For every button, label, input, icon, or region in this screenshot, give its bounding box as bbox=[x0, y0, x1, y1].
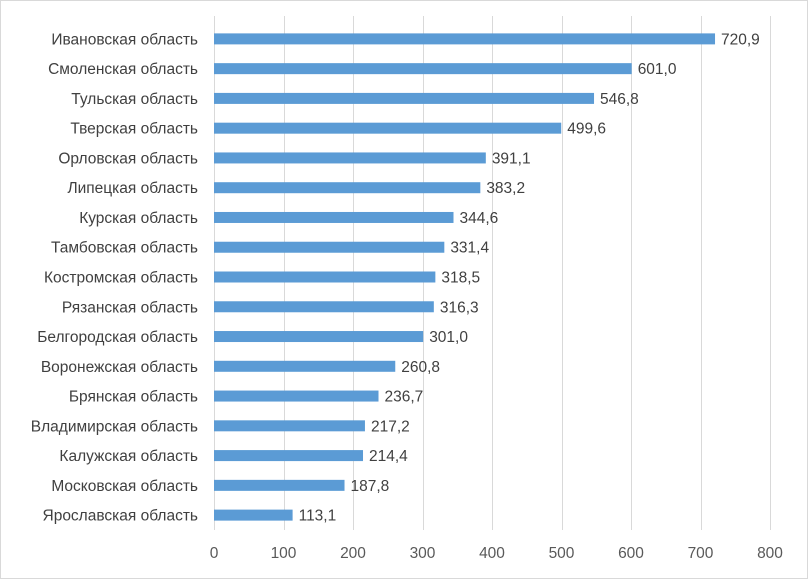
category-label: Рязанская область bbox=[62, 299, 198, 316]
data-label: 391,1 bbox=[492, 150, 531, 167]
bar bbox=[214, 360, 396, 372]
data-label: 236,7 bbox=[385, 389, 424, 406]
data-label: 331,4 bbox=[450, 240, 489, 257]
data-label: 316,3 bbox=[440, 299, 479, 316]
category-label: Московская область bbox=[51, 478, 198, 495]
category-label: Ярославская область bbox=[43, 508, 199, 525]
x-tick-label: 300 bbox=[410, 545, 436, 562]
category-label: Ивановская область bbox=[51, 31, 198, 48]
bar bbox=[214, 182, 481, 194]
data-label: 260,8 bbox=[401, 359, 440, 376]
category-label: Владимирская область bbox=[31, 418, 198, 435]
category-label: Смоленская область bbox=[48, 61, 198, 78]
data-label: 546,8 bbox=[600, 91, 639, 108]
category-label: Брянская область bbox=[69, 389, 198, 406]
bar bbox=[214, 92, 595, 104]
data-label: 217,2 bbox=[371, 418, 410, 435]
bar bbox=[214, 122, 562, 134]
bar bbox=[214, 331, 424, 343]
bar bbox=[214, 271, 436, 283]
bar bbox=[214, 33, 716, 45]
x-tick-label: 600 bbox=[618, 545, 644, 562]
category-label: Курская область bbox=[79, 210, 198, 227]
bar bbox=[214, 63, 632, 75]
category-label: Белгородская область bbox=[37, 329, 198, 346]
x-axis-tick-labels: 0 100 200 300 400 500 600 700 800 bbox=[210, 545, 784, 562]
category-label: Костромская область bbox=[44, 270, 198, 287]
bar bbox=[214, 450, 364, 462]
category-label: Воронежская область bbox=[41, 359, 198, 376]
x-tick-label: 200 bbox=[340, 545, 366, 562]
bar bbox=[214, 479, 345, 491]
data-label: 301,0 bbox=[429, 329, 468, 346]
x-tick-label: 100 bbox=[271, 545, 297, 562]
category-label: Тульская область bbox=[71, 91, 198, 108]
data-label: 318,5 bbox=[441, 270, 480, 287]
bar bbox=[214, 152, 486, 164]
data-label: 187,8 bbox=[351, 478, 390, 495]
x-tick-label: 700 bbox=[688, 545, 714, 562]
category-labels: Ивановская область Смоленская область Туль… bbox=[31, 31, 198, 524]
data-label: 720,9 bbox=[721, 31, 760, 48]
data-label: 499,6 bbox=[567, 121, 606, 138]
value-labels: 720,9 601,0 546,8 499,6 391,1 383,2 344,6 331,4… bbox=[299, 31, 760, 524]
data-label: 383,2 bbox=[486, 180, 525, 197]
category-label: Липецкая область bbox=[67, 180, 198, 197]
data-label: 601,0 bbox=[638, 61, 677, 78]
category-label: Тамбовская область bbox=[51, 240, 198, 257]
x-tick-label: 500 bbox=[549, 545, 575, 562]
data-label: 214,4 bbox=[369, 448, 408, 465]
bar bbox=[214, 390, 379, 402]
x-tick-label: 0 bbox=[210, 545, 219, 562]
bar bbox=[214, 420, 365, 432]
data-label: 113,1 bbox=[299, 508, 337, 525]
bar bbox=[214, 509, 293, 521]
category-label: Орловская область bbox=[58, 150, 198, 167]
data-label: 344,6 bbox=[459, 210, 498, 227]
bar bbox=[214, 301, 434, 313]
x-tick-label: 400 bbox=[479, 545, 505, 562]
bar bbox=[214, 211, 454, 223]
x-tick-label: 800 bbox=[757, 545, 783, 562]
bar bbox=[214, 241, 445, 253]
category-label: Калужская область bbox=[59, 448, 198, 465]
bars bbox=[214, 33, 716, 521]
category-label: Тверская область bbox=[70, 121, 198, 138]
